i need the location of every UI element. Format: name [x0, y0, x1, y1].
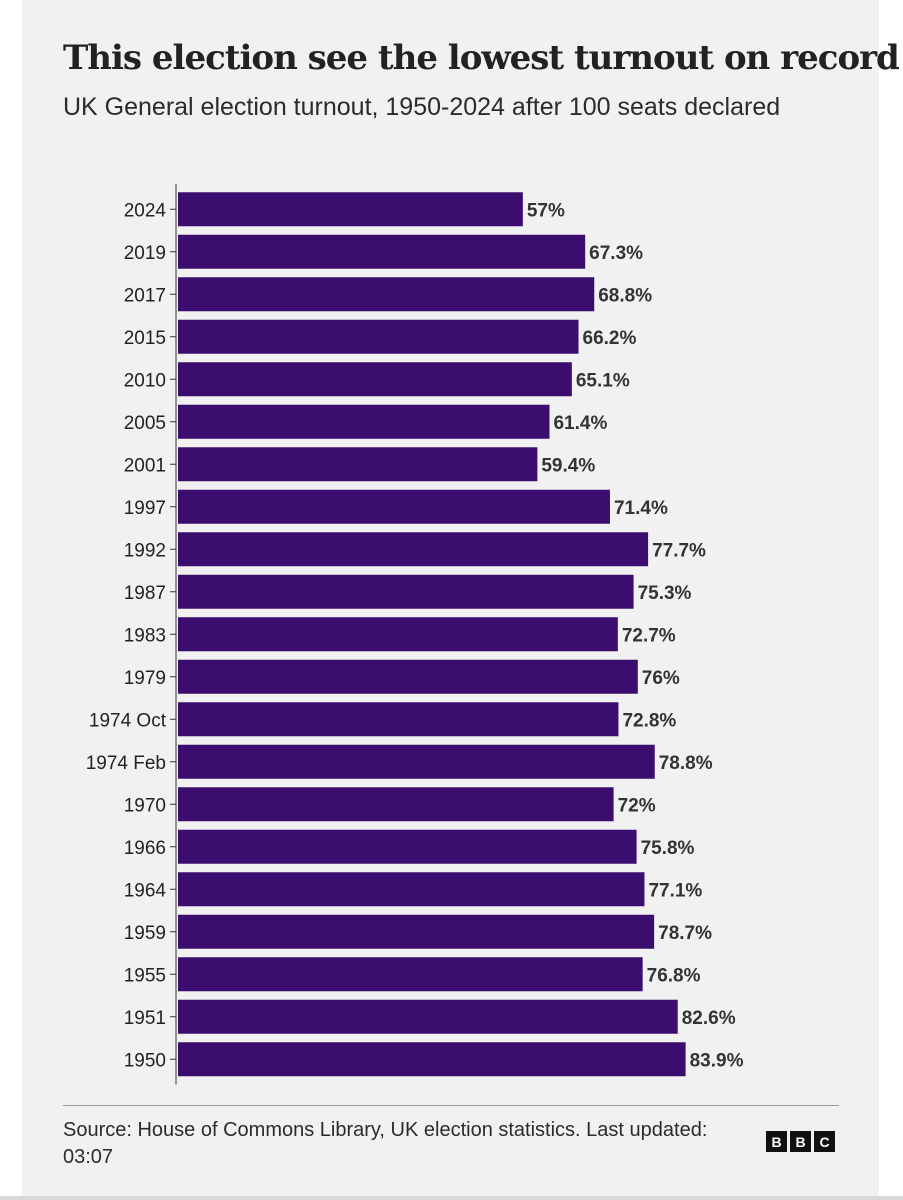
bbc-logo-letter: B	[766, 1131, 787, 1152]
y-tick-label: 1987	[124, 583, 166, 604]
bar	[178, 829, 637, 864]
data-label: 66.2%	[583, 328, 637, 349]
bar	[178, 659, 638, 694]
data-label: 68.8%	[598, 285, 652, 306]
page-edge	[0, 1196, 903, 1200]
bar	[178, 787, 614, 822]
y-tick-label: 2017	[124, 285, 166, 306]
data-label: 75.8%	[641, 838, 695, 859]
bar	[178, 404, 550, 439]
y-tick-label: 2010	[124, 370, 166, 391]
data-label: 65.1%	[576, 370, 630, 391]
y-tick-label: 1955	[124, 965, 166, 986]
data-label: 59.4%	[541, 455, 595, 476]
bar	[178, 234, 586, 269]
bar	[178, 914, 655, 949]
data-label: 61.4%	[553, 413, 607, 434]
data-label: 78.7%	[658, 923, 712, 944]
data-label: 72%	[618, 795, 656, 816]
data-label: 72.8%	[622, 710, 676, 731]
data-label: 77.1%	[648, 880, 702, 901]
bar	[178, 872, 645, 907]
y-tick-label: 1964	[124, 880, 167, 901]
data-label: 75.3%	[638, 583, 692, 604]
bbc-logo-letter: B	[790, 1131, 811, 1152]
y-tick-label: 2019	[124, 243, 166, 264]
bar	[178, 957, 643, 992]
bbc-logo-letter: C	[814, 1131, 835, 1152]
bar	[178, 999, 678, 1034]
bar	[178, 447, 538, 482]
y-tick-label: 1959	[124, 923, 166, 944]
data-label: 83.9%	[690, 1050, 744, 1071]
data-label: 76.8%	[647, 965, 701, 986]
source-note: Source: House of Commons Library, UK ele…	[63, 1119, 708, 1168]
data-label: 72.7%	[622, 625, 676, 646]
chart-title: This election see the lowest turnout on …	[63, 38, 900, 78]
bar	[178, 702, 619, 737]
bar	[178, 744, 655, 779]
data-label: 71.4%	[614, 498, 668, 519]
footer-divider	[63, 1105, 839, 1106]
data-label: 57%	[527, 200, 565, 221]
y-tick-label: 1997	[124, 498, 166, 519]
y-tick-label: 2015	[124, 328, 166, 349]
y-tick-label: 1966	[124, 838, 166, 859]
bar	[178, 277, 595, 312]
bar	[178, 319, 579, 354]
data-label: 67.3%	[589, 243, 643, 264]
bar	[178, 532, 649, 567]
y-tick-label: 1951	[124, 1008, 166, 1029]
y-tick-label: 2005	[124, 413, 166, 434]
data-label: 76%	[642, 668, 680, 689]
data-label: 78.8%	[659, 753, 713, 774]
y-tick-label: 1979	[124, 668, 166, 689]
bbc-logo: B B C	[766, 1131, 835, 1152]
data-label: 82.6%	[682, 1008, 736, 1029]
y-tick-label: 1950	[124, 1050, 166, 1071]
bar	[178, 489, 610, 524]
y-tick-label: 2001	[124, 455, 166, 476]
y-tick-label: 1992	[124, 540, 166, 561]
bar	[178, 1042, 686, 1077]
y-tick-label: 1974 Feb	[86, 753, 166, 774]
bar	[178, 617, 618, 652]
bar	[178, 362, 572, 397]
chart-subtitle: UK General election turnout, 1950-2024 a…	[63, 93, 781, 121]
bar	[178, 574, 634, 609]
y-tick-label: 1970	[124, 795, 166, 816]
y-tick-label: 1983	[124, 625, 166, 646]
data-label: 77.7%	[652, 540, 706, 561]
bar	[178, 192, 523, 227]
y-tick-label: 1974 Oct	[89, 710, 167, 731]
y-tick-label: 2024	[124, 200, 167, 221]
bar-chart: 2024 57% 2019 67.3% 2017 68.8% 2015 66.2% 2010 65…	[86, 184, 744, 1085]
